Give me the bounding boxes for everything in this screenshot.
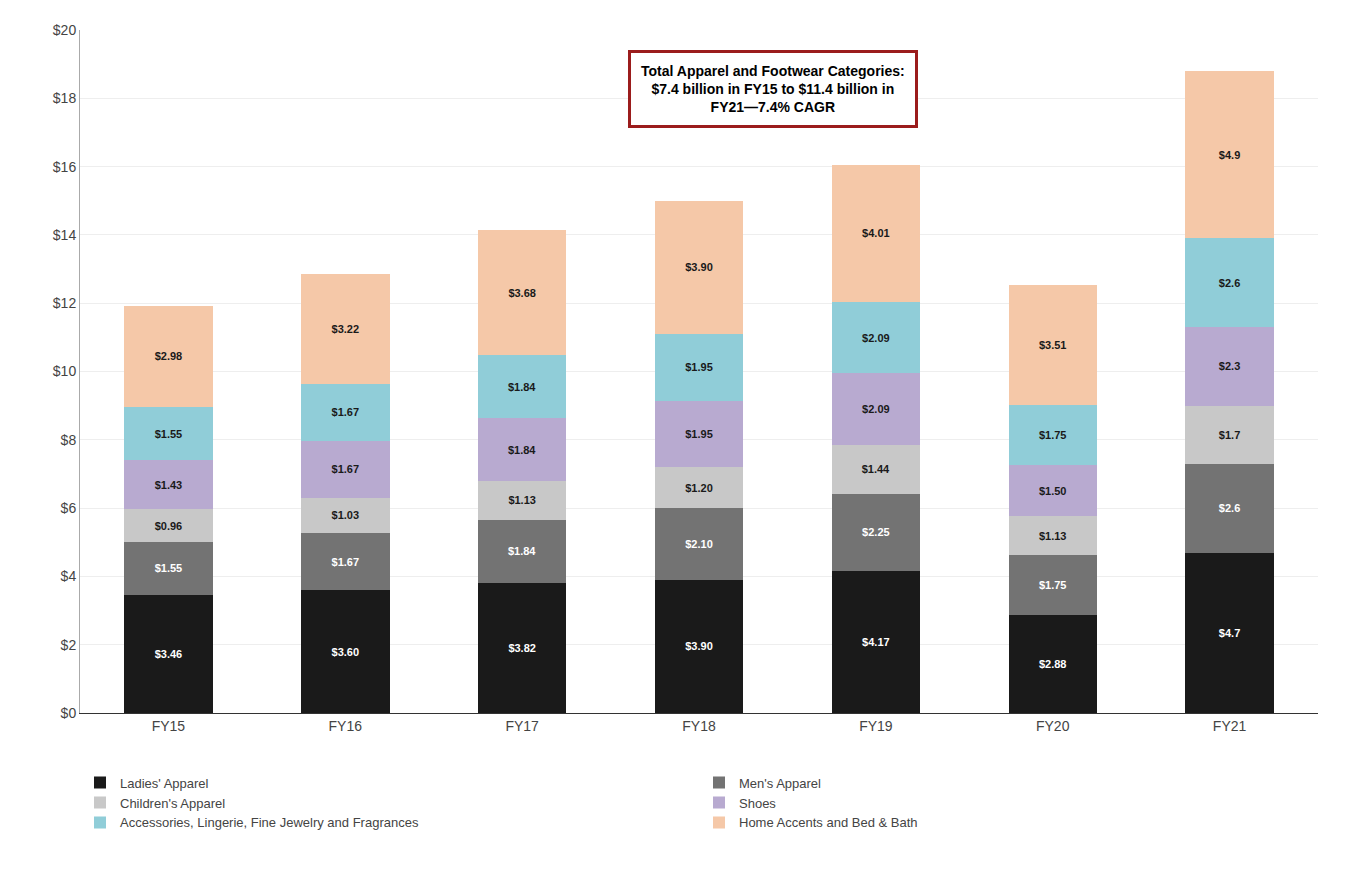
svg-text:FY18: FY18: [682, 718, 716, 734]
svg-text:$1.75: $1.75: [1039, 429, 1067, 441]
svg-text:$1.20: $1.20: [685, 482, 713, 494]
svg-text:$1.75: $1.75: [1039, 579, 1067, 591]
svg-text:$4.17: $4.17: [862, 636, 890, 648]
svg-text:$1.7: $1.7: [1219, 429, 1240, 441]
svg-text:$1.84: $1.84: [508, 381, 536, 393]
svg-text:$1.67: $1.67: [332, 556, 360, 568]
svg-text:FY19: FY19: [859, 718, 893, 734]
svg-text:$1.13: $1.13: [508, 494, 536, 506]
svg-text:$4.7: $4.7: [1219, 627, 1240, 639]
svg-text:$1.67: $1.67: [332, 463, 360, 475]
svg-text:Children's Apparel: Children's Apparel: [120, 796, 225, 811]
svg-text:Accessories, Lingerie, Fine Je: Accessories, Lingerie, Fine Jewelry and …: [120, 815, 419, 830]
svg-text:$20: $20: [53, 22, 77, 38]
svg-text:$1.95: $1.95: [685, 428, 713, 440]
svg-text:$2.88: $2.88: [1039, 658, 1067, 670]
svg-text:$1.13: $1.13: [1039, 530, 1067, 542]
svg-text:$2.10: $2.10: [685, 538, 713, 550]
svg-text:$3.90: $3.90: [685, 261, 713, 273]
svg-text:$1.44: $1.44: [862, 463, 890, 475]
svg-text:FY17: FY17: [505, 718, 539, 734]
svg-text:$2.6: $2.6: [1219, 502, 1240, 514]
svg-text:$10: $10: [53, 363, 77, 379]
svg-text:$3.90: $3.90: [685, 640, 713, 652]
svg-text:$4.9: $4.9: [1219, 149, 1240, 161]
svg-text:Men's Apparel: Men's Apparel: [739, 776, 821, 791]
svg-text:$8: $8: [61, 432, 77, 448]
svg-text:$4.01: $4.01: [862, 227, 890, 239]
svg-text:$12: $12: [53, 295, 77, 311]
svg-text:$1.84: $1.84: [508, 545, 536, 557]
svg-text:$2.98: $2.98: [155, 350, 183, 362]
svg-text:$3.82: $3.82: [508, 642, 536, 654]
svg-text:$14: $14: [53, 227, 77, 243]
svg-text:FY20: FY20: [1036, 718, 1070, 734]
svg-text:$3.51: $3.51: [1039, 339, 1067, 351]
svg-text:$0.96: $0.96: [155, 520, 183, 532]
svg-text:Shoes: Shoes: [739, 796, 776, 811]
svg-text:$2.09: $2.09: [862, 403, 890, 415]
svg-text:FY16: FY16: [329, 718, 363, 734]
svg-text:$1.55: $1.55: [155, 428, 183, 440]
svg-text:$0: $0: [61, 705, 77, 721]
svg-text:$1.50: $1.50: [1039, 485, 1067, 497]
svg-text:Home Accents and Bed & Bath: Home Accents and Bed & Bath: [739, 815, 918, 830]
svg-text:$2: $2: [61, 637, 77, 653]
svg-text:$2.6: $2.6: [1219, 277, 1240, 289]
svg-text:$1.84: $1.84: [508, 444, 536, 456]
svg-text:$2.25: $2.25: [862, 526, 890, 538]
svg-text:$3.22: $3.22: [332, 323, 360, 335]
svg-text:$2.3: $2.3: [1219, 360, 1240, 372]
svg-text:Ladies' Apparel: Ladies' Apparel: [120, 776, 209, 791]
svg-text:$1.43: $1.43: [155, 479, 183, 491]
svg-text:$3.68: $3.68: [508, 287, 536, 299]
svg-text:$18: $18: [53, 90, 77, 106]
svg-text:$2.09: $2.09: [862, 332, 890, 344]
svg-text:FY21: FY21: [1213, 718, 1247, 734]
svg-text:$1.55: $1.55: [155, 562, 183, 574]
svg-text:$16: $16: [53, 159, 77, 175]
svg-text:$4: $4: [61, 568, 77, 584]
svg-text:$1.67: $1.67: [332, 406, 360, 418]
svg-text:$1.03: $1.03: [332, 509, 360, 521]
svg-text:Total Apparel and Footwear Cat: Total Apparel and Footwear Categories:$7…: [641, 63, 905, 115]
svg-text:$3.46: $3.46: [155, 648, 183, 660]
svg-text:$3.60: $3.60: [332, 646, 360, 658]
svg-text:FY15: FY15: [152, 718, 186, 734]
svg-text:$6: $6: [61, 500, 77, 516]
svg-text:$1.95: $1.95: [685, 361, 713, 373]
